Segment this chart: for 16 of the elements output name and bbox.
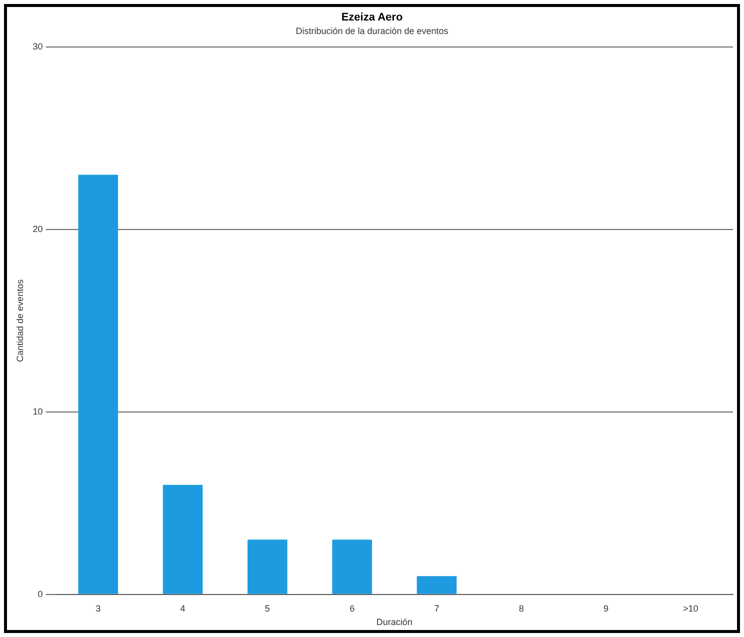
y-tick-label: 30 [32,41,43,52]
x-tick-label: >10 [683,603,698,614]
x-tick-label: 9 [604,603,609,614]
x-tick-label: 7 [434,603,440,614]
x-tick-label: 4 [180,603,186,614]
y-tick-label: 0 [38,588,43,599]
x-axis-title: Duración [376,617,412,628]
chart-subtitle: Distribución de la duración de eventos [296,26,449,36]
x-tick-label: 8 [518,603,524,614]
y-tick-label: 20 [32,224,43,234]
x-tick-label: 6 [350,603,355,614]
y-tick-label: 10 [32,406,43,416]
x-tick-label: 5 [264,603,270,614]
x-tick-label: 3 [96,603,101,614]
chart-title: Ezeiza Aero [341,12,403,24]
y-axis-title: Cantidad de eventos [14,278,25,362]
